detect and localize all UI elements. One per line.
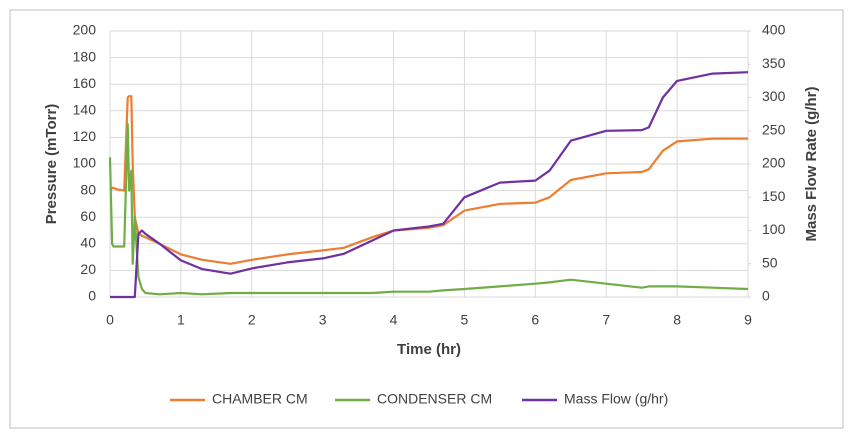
y2-tick-label: 250 xyxy=(762,121,786,137)
data-line xyxy=(108,123,749,296)
legend-label: CONDENSER CM xyxy=(377,391,492,407)
y2-tick-label: 300 xyxy=(762,88,786,104)
x-tick-label: 3 xyxy=(319,312,327,328)
y-tick-label: 160 xyxy=(73,75,97,91)
chart-frame xyxy=(9,9,844,429)
x-tick-label: 9 xyxy=(744,312,752,328)
x-tick-label: 8 xyxy=(673,312,681,328)
y2-tick-label: 100 xyxy=(762,221,786,237)
y2-tick-label: 200 xyxy=(762,155,786,171)
data-line xyxy=(110,71,749,299)
y-tick-label: 20 xyxy=(80,261,96,277)
y-tick-label: 80 xyxy=(80,181,96,197)
x-tick-label: 6 xyxy=(531,312,539,328)
x-axis-label: Time (hr) xyxy=(397,341,461,358)
data-line xyxy=(109,95,748,265)
y-tick-label: 140 xyxy=(73,102,97,118)
y-tick-label: 120 xyxy=(73,128,97,144)
y2-tick-label: 400 xyxy=(762,22,786,38)
y-tick-label: 180 xyxy=(73,48,97,64)
x-tick-label: 5 xyxy=(461,312,469,328)
y-tick-label: 0 xyxy=(88,288,96,304)
y-tick-label: 60 xyxy=(80,208,96,224)
y2-tick-label: 50 xyxy=(762,254,778,270)
x-tick-label: 0 xyxy=(106,312,114,328)
y2-axis-label: Mass Flow Rate (g/hr) xyxy=(803,86,820,241)
x-tick-label: 2 xyxy=(248,312,256,328)
y-tick-label: 200 xyxy=(73,22,97,38)
y-tick-label: 40 xyxy=(80,235,96,251)
y2-tick-label: 150 xyxy=(762,188,786,204)
y-axis-label: Pressure (mTorr) xyxy=(43,104,60,225)
y-tick-label: 100 xyxy=(73,155,97,171)
x-tick-label: 1 xyxy=(177,312,185,328)
x-tick-label: 7 xyxy=(602,312,610,328)
legend-label: CHAMBER CM xyxy=(212,391,308,407)
legend-label: Mass Flow (g/hr) xyxy=(564,391,668,407)
y2-tick-label: 0 xyxy=(762,288,770,304)
x-tick-label: 4 xyxy=(390,312,398,328)
y2-tick-label: 350 xyxy=(762,55,786,71)
